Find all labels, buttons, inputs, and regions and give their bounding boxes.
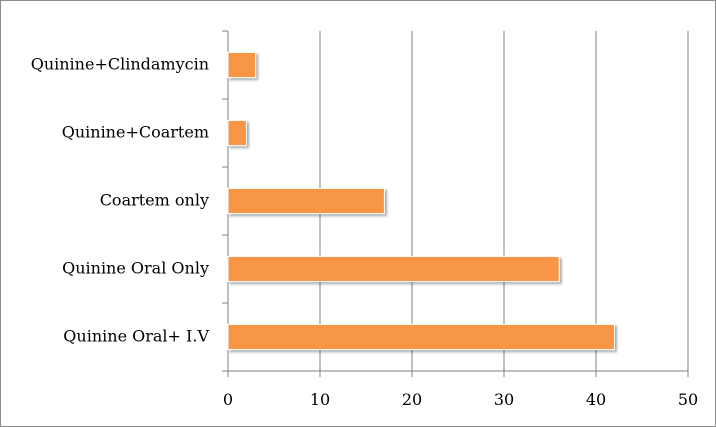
x-tick-label-30: 30 bbox=[494, 390, 514, 409]
x-tick-labels: 0 10 20 30 40 50 bbox=[223, 390, 698, 409]
bar-2 bbox=[227, 187, 385, 215]
category-label-4: Quinine Oral+ I.V bbox=[63, 327, 209, 346]
x-tick-label-40: 40 bbox=[586, 390, 606, 409]
category-label-1: Quinine+Coartem bbox=[62, 123, 209, 142]
category-label-0: Quinine+Clindamycin bbox=[31, 55, 209, 74]
bar-3 bbox=[227, 255, 560, 283]
grid-lines bbox=[319, 31, 689, 371]
bar-0 bbox=[227, 51, 257, 79]
x-tick-label-0: 0 bbox=[223, 390, 233, 409]
bars bbox=[227, 51, 615, 351]
category-label-3: Quinine Oral Only bbox=[62, 259, 209, 278]
x-tick-label-10: 10 bbox=[310, 390, 330, 409]
bar-1 bbox=[227, 119, 247, 147]
category-labels: Quinine+Clindamycin Quinine+Coartem Coarte… bbox=[31, 55, 210, 346]
bar-4 bbox=[227, 323, 615, 351]
x-tick-label-20: 20 bbox=[402, 390, 422, 409]
category-label-2: Coartem only bbox=[100, 191, 209, 210]
x-tick-label-50: 50 bbox=[678, 390, 698, 409]
